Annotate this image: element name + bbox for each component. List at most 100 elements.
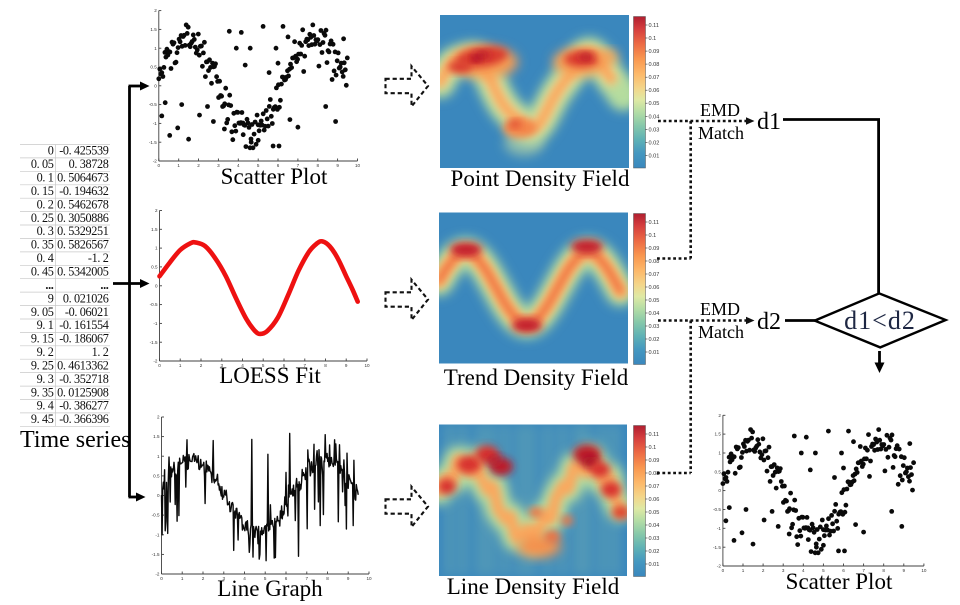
svg-text:Line Density Field: Line Density Field [447,574,620,599]
svg-text:-0. 366396: -0. 366396 [59,412,109,426]
svg-text:9. 4: 9. 4 [37,399,54,413]
svg-text:2: 2 [157,415,160,420]
svg-text:0.01: 0.01 [649,562,660,568]
svg-text:0. 3: 0. 3 [37,224,54,238]
svg-text:9. 1: 9. 1 [37,318,54,332]
svg-text:0.11: 0.11 [649,432,659,438]
svg-text:EMD: EMD [700,299,740,319]
svg-text:0.03: 0.03 [649,536,660,542]
svg-text:0.11: 0.11 [649,23,659,29]
svg-text:Point Density Field: Point Density Field [451,166,630,191]
svg-text:3: 3 [221,363,224,368]
svg-text:0.07: 0.07 [649,272,660,278]
svg-text:0.01: 0.01 [649,153,660,159]
svg-text:1: 1 [742,568,745,573]
svg-text:-1.5: -1.5 [150,340,158,345]
svg-text:0.04: 0.04 [649,311,660,317]
svg-text:0. 15: 0. 15 [31,184,54,198]
svg-text:0.5: 0.5 [715,469,722,474]
svg-text:8: 8 [326,576,329,581]
svg-text:9: 9 [336,163,339,168]
svg-text:0.08: 0.08 [649,471,660,477]
svg-text:0. 45: 0. 45 [31,265,54,279]
svg-text:2: 2 [718,413,721,418]
svg-text:9: 9 [345,363,348,368]
svg-text:0: 0 [157,493,160,498]
svg-text:1.5: 1.5 [151,227,158,232]
svg-text:1: 1 [179,363,182,368]
svg-text:2: 2 [762,568,765,573]
svg-text:-1.5: -1.5 [713,545,721,550]
svg-text:5: 5 [257,163,260,168]
svg-text:9. 3: 9. 3 [37,372,54,386]
svg-text:-2: -2 [717,564,722,569]
svg-text:-0.5: -0.5 [713,507,721,512]
svg-text:9: 9 [48,291,54,305]
svg-text:2: 2 [197,163,200,168]
svg-text:Match: Match [698,123,744,143]
svg-text:1. 2: 1. 2 [92,345,109,359]
svg-text:0. 38728: 0. 38728 [69,157,109,171]
svg-text:4: 4 [802,568,805,573]
svg-text:LOESS Fit: LOESS Fit [219,363,321,388]
svg-text:0.06: 0.06 [649,497,660,503]
svg-text:0. 5342005: 0. 5342005 [57,265,109,279]
svg-text:0.04: 0.04 [649,114,660,120]
svg-text:-0. 06021: -0. 06021 [65,305,109,319]
svg-text:10: 10 [364,363,370,368]
svg-text:-1.5: -1.5 [149,140,157,145]
svg-text:0.08: 0.08 [649,259,660,265]
svg-text:Trend Density Field: Trend Density Field [444,365,629,390]
svg-text:0.5: 0.5 [150,65,157,70]
svg-text:7: 7 [862,568,865,573]
svg-text:0.02: 0.02 [649,549,660,555]
svg-text:9: 9 [347,576,350,581]
svg-text:0: 0 [160,576,163,581]
svg-text:9. 45: 9. 45 [31,412,54,426]
svg-text:1.5: 1.5 [153,434,160,439]
svg-text:9. 15: 9. 15 [31,332,54,346]
svg-text:0.1: 0.1 [649,36,657,42]
svg-text:-0.5: -0.5 [149,102,157,107]
svg-text:0.1: 0.1 [649,445,657,451]
svg-text:-2: -2 [153,359,158,364]
svg-text:1: 1 [155,246,158,251]
svg-text:-2: -2 [153,159,158,164]
svg-text:3: 3 [217,163,220,168]
svg-text:0. 5826567: 0. 5826567 [57,238,109,252]
svg-text:0.08: 0.08 [649,62,660,68]
svg-text:-0. 386277: -0. 386277 [59,399,109,413]
svg-text:0. 35: 0. 35 [31,238,54,252]
svg-text:7: 7 [304,363,307,368]
svg-text:6: 6 [277,163,280,168]
svg-text:Time series: Time series [20,427,130,453]
svg-text:1: 1 [718,451,721,456]
svg-text:-0. 194632: -0. 194632 [59,184,109,198]
svg-text:0.03: 0.03 [649,127,660,133]
svg-text:2: 2 [155,208,158,213]
svg-text:0: 0 [722,568,725,573]
svg-text:0.5: 0.5 [151,265,158,270]
svg-text:0: 0 [154,83,157,88]
svg-text:0.04: 0.04 [649,523,660,529]
svg-text:7: 7 [297,163,300,168]
svg-text:Match: Match [698,322,744,342]
svg-text:0: 0 [158,363,161,368]
svg-text:0.06: 0.06 [649,88,660,94]
svg-text:9. 2: 9. 2 [37,345,54,359]
svg-text:-1.5: -1.5 [152,552,160,557]
svg-text:0.05: 0.05 [649,298,660,304]
svg-text:1: 1 [154,46,157,51]
svg-text:0. 5064673: 0. 5064673 [57,171,109,185]
svg-text:-1: -1 [155,532,160,537]
svg-text:0. 2: 0. 2 [37,197,54,211]
svg-text:3: 3 [782,568,785,573]
svg-text:9. 05: 9. 05 [31,305,54,319]
svg-text:0.02: 0.02 [649,337,660,343]
svg-text:0. 3050886: 0. 3050886 [57,211,109,225]
svg-text:d1<d2: d1<d2 [844,306,916,335]
svg-text:0. 05: 0. 05 [31,157,54,171]
svg-text:0.5: 0.5 [153,474,160,479]
svg-text:0.09: 0.09 [649,49,660,55]
svg-text:0. 0125908: 0. 0125908 [57,385,109,399]
